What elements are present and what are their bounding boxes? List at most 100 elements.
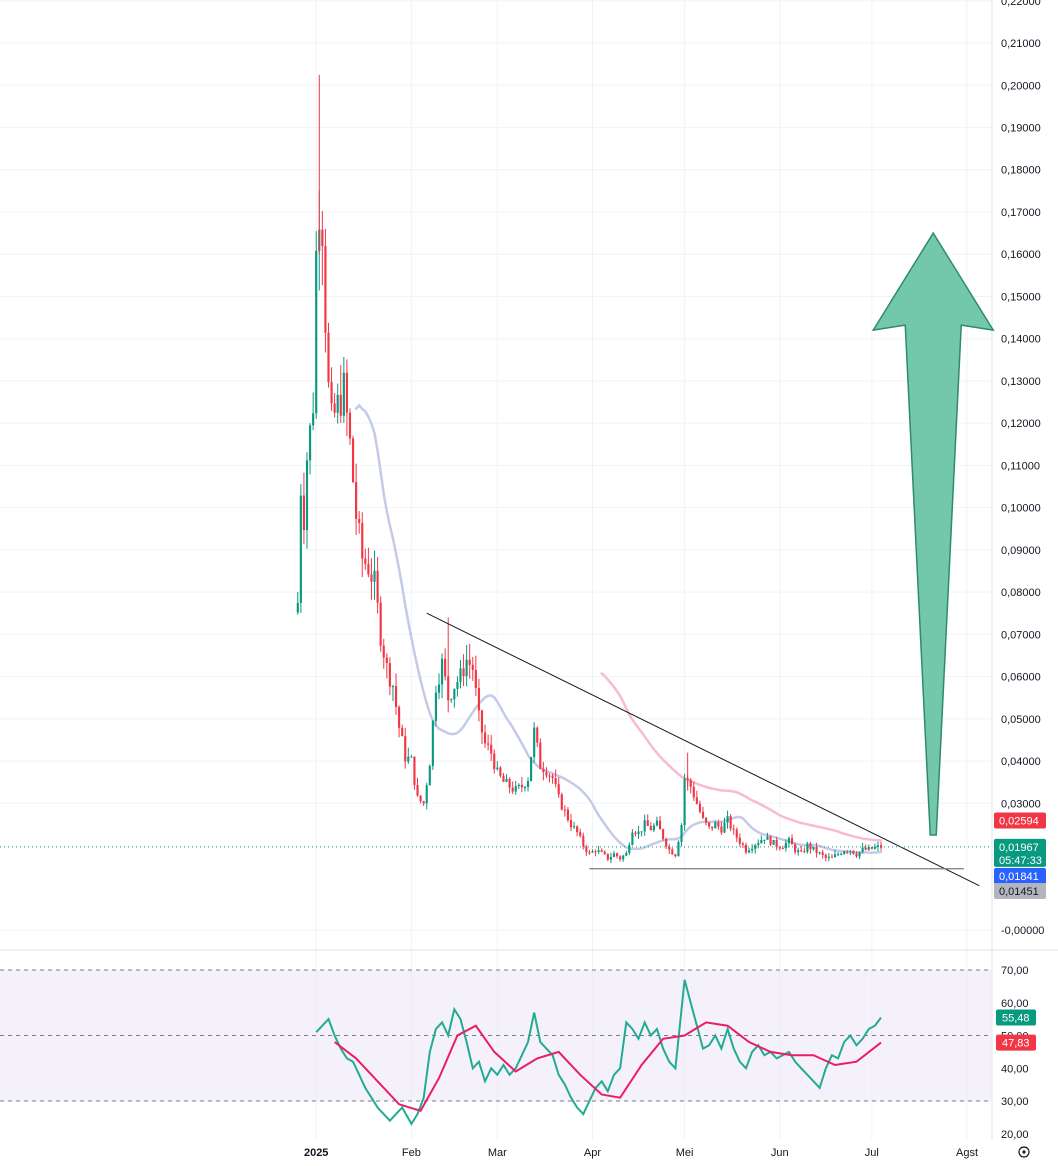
price-tick-label: 0,17000 [1001, 207, 1041, 219]
candle-body [355, 481, 358, 519]
price-tick-label: 0,14000 [1001, 334, 1041, 346]
candle-body [404, 736, 407, 762]
candle-body [554, 778, 557, 785]
time-axis[interactable]: 2025 Feb Mar Apr Mei Jun Jul Agst [304, 1147, 978, 1159]
price-badge [994, 883, 1046, 899]
candle-body [511, 787, 514, 792]
candle-body [379, 602, 382, 646]
candle-body [370, 574, 373, 582]
candle-body [585, 846, 588, 853]
candle-body [858, 851, 861, 857]
candle-body [327, 332, 330, 382]
candle-body [520, 784, 523, 788]
candle-body [324, 246, 327, 333]
candle-body [588, 852, 591, 854]
candle-body [855, 853, 858, 857]
candle-body [671, 849, 674, 855]
candle-body [364, 558, 367, 564]
time-tick-label: Mar [488, 1147, 507, 1159]
candle-body [735, 829, 738, 838]
candle-body [797, 850, 800, 853]
rsi-badge [996, 1009, 1036, 1026]
candles[interactable] [296, 74, 883, 864]
price-badge [994, 838, 1046, 867]
candle-body [434, 692, 438, 721]
price-tick-label: 0,10000 [1001, 503, 1041, 515]
candle-body [333, 403, 336, 413]
candle-body [717, 822, 720, 827]
candle-body [493, 753, 496, 770]
candle-body [787, 838, 791, 843]
candle-body [361, 522, 364, 559]
price-badge-label: 0,01967 [999, 842, 1039, 854]
candle-body [437, 684, 441, 693]
candle-body [603, 851, 606, 854]
candle-body [296, 602, 299, 613]
price-tick-label: 0,19000 [1001, 123, 1041, 135]
candle-body [769, 836, 772, 845]
candle-body [419, 795, 422, 802]
candle-body [539, 742, 542, 769]
candle-body [330, 381, 333, 404]
candle-body [483, 732, 487, 744]
candle-body [708, 822, 711, 827]
price-tick-label: 0,06000 [1001, 672, 1041, 684]
candle-body [398, 706, 401, 728]
target-arrow[interactable] [871, 231, 995, 836]
candle-body [609, 856, 612, 860]
candle-body [345, 372, 348, 413]
candle-body [873, 846, 876, 849]
price-badge [994, 812, 1046, 829]
candle-body [843, 851, 846, 855]
candle-body [625, 852, 628, 856]
time-tick-label: Apr [584, 1147, 601, 1159]
candle-body [471, 664, 474, 670]
candle-body [416, 785, 419, 796]
moving-averages [354, 403, 883, 854]
candle-body [474, 669, 477, 689]
candle-body [677, 842, 680, 857]
candle-body [821, 852, 824, 855]
candle-body [655, 820, 659, 826]
candle-body [401, 727, 404, 737]
price-tick-label: 0,16000 [1001, 249, 1041, 261]
candle-body [665, 838, 668, 847]
resistance-trendline [426, 612, 980, 887]
candle-body [321, 229, 324, 247]
candle-body [766, 836, 769, 840]
price-axis[interactable]: 0,22000 0,21000 0,20000 0,19000 0,18000 0,170… [1001, 0, 1044, 937]
drawing-lines[interactable] [0, 612, 992, 887]
candle-body [729, 816, 732, 829]
candle-body [704, 817, 708, 823]
candle-body [425, 785, 428, 804]
ma-short-line [354, 403, 883, 854]
ma-long-line [600, 672, 883, 842]
candle-body [800, 850, 803, 852]
candle-body [548, 775, 551, 777]
price-badge-label: 0,02594 [999, 815, 1039, 827]
rsi-badge [996, 1034, 1036, 1051]
candle-body [305, 460, 309, 531]
candle-body [695, 797, 698, 804]
price-tick-label: 0,09000 [1001, 545, 1041, 557]
candle-body [465, 659, 468, 677]
time-tick-label: Agst [956, 1147, 978, 1159]
candle-body [772, 839, 775, 845]
time-tick-label: 2025 [304, 1147, 328, 1159]
candle-body [606, 853, 609, 860]
candle-body [864, 847, 867, 850]
candle-body [631, 832, 634, 845]
time-tick-label: Feb [402, 1147, 421, 1159]
candle-body [431, 720, 434, 766]
candle-body [794, 844, 797, 853]
candle-body [579, 832, 582, 836]
candle-body [714, 822, 717, 829]
price-tick-label: 0,20000 [1001, 80, 1041, 92]
candle-body [720, 826, 723, 833]
candle-body [622, 855, 625, 860]
candle-body [487, 743, 490, 745]
candle-body [342, 372, 345, 416]
settings-icon[interactable] [1018, 1146, 1030, 1158]
price-badge [994, 868, 1046, 884]
